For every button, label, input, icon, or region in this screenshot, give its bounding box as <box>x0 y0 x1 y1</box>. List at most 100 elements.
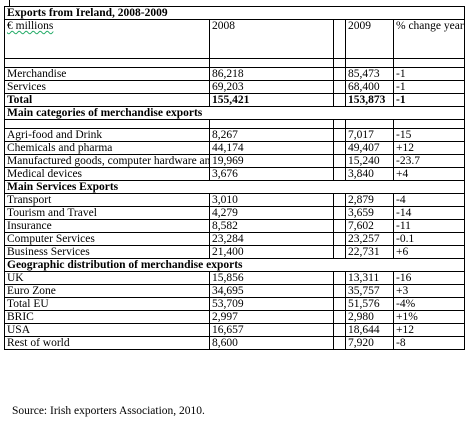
value-pct-change: -4 <box>392 193 466 207</box>
value-pct-change: -1 <box>392 80 466 94</box>
value-2009: 7,602 <box>345 219 394 233</box>
value-2008: 3,010 <box>209 193 334 207</box>
column-gap <box>333 271 346 285</box>
table-row: BRIC 2,997 2,980 +1% <box>4 310 466 324</box>
column-gap <box>333 245 346 259</box>
value-pct-change: -4% <box>392 297 466 311</box>
column-gap <box>333 128 346 142</box>
row-label: UK <box>4 271 210 285</box>
services-group: Transport 3,010 2,879 -4 Tourism and Travel 4… <box>4 193 466 259</box>
row-label: Merchandise <box>4 67 210 81</box>
value-2009: 23,257 <box>345 232 394 246</box>
row-label: Services <box>4 80 210 94</box>
value-2008: 4,279 <box>209 206 334 220</box>
value-2009: 85,473 <box>345 67 394 81</box>
table-row: Tourism and Travel 4,279 3,659 -14 <box>4 206 466 220</box>
value-2009: 68,400 <box>345 80 394 94</box>
section-merchandise: Main categories of merchandise exports <box>3 106 466 120</box>
table-row: UK 15,856 13,311 -16 <box>4 271 466 285</box>
value-2008: 34,695 <box>209 284 334 298</box>
value-2009: 2,980 <box>345 310 394 324</box>
value-2009: 18,644 <box>345 323 394 337</box>
row-label: Tourism and Travel <box>4 206 210 220</box>
value-2008: 8,600 <box>209 336 334 350</box>
text-cursor <box>9 0 10 6</box>
value-2008: 3,676 <box>209 167 334 181</box>
table-row: Total EU 53,709 51,576 -4% <box>4 297 466 311</box>
exports-table: Exports from Ireland, 2008-2009 € millio… <box>3 6 466 350</box>
column-gap <box>333 19 346 59</box>
column-gap <box>333 219 346 233</box>
value-2009: 3,840 <box>345 167 394 181</box>
row-label: Transport <box>4 193 210 207</box>
table-row: Services 69,203 68,400 -1 <box>4 80 466 94</box>
value-pct-change: +3 <box>392 284 466 298</box>
column-gap <box>333 284 346 298</box>
table-row: Computer Services 23,284 23,257 -0.1 <box>4 232 466 246</box>
table-row: Medical devices 3,676 3,840 +4 <box>4 167 466 181</box>
value-pct-change: +4 <box>392 167 466 181</box>
value-2008: 155,421 <box>209 93 334 107</box>
header-2008: 2008 <box>209 19 334 59</box>
row-label: Business Services <box>4 245 210 259</box>
value-2008: 23,284 <box>209 232 334 246</box>
row-label: Manufactured goods, computer hardware an… <box>4 154 210 168</box>
table-row: Agri-food and Drink 8,267 7,017 -15 <box>4 128 466 142</box>
column-gap <box>333 310 346 324</box>
table-row: Insurance 8,582 7,602 -11 <box>4 219 466 233</box>
value-2009: 7,017 <box>345 128 394 142</box>
value-pct-change: -8 <box>392 336 466 350</box>
value-2009: 15,240 <box>345 154 394 168</box>
section-title: Main Services Exports <box>3 180 466 194</box>
row-label: Computer Services <box>4 232 210 246</box>
spacer-row <box>4 58 466 68</box>
table-title: Exports from Ireland, 2008-2009 <box>3 6 466 20</box>
table-row: Chemicals and pharma 44,174 49,407 +12 <box>4 141 466 155</box>
row-label: Medical devices <box>4 167 210 181</box>
column-gap <box>333 336 346 350</box>
value-2008: 2,997 <box>209 310 334 324</box>
value-2009: 22,731 <box>345 245 394 259</box>
value-2008: 69,203 <box>209 80 334 94</box>
value-2008: 53,709 <box>209 297 334 311</box>
section-title: Main categories of merchandise exports <box>3 106 466 120</box>
totals-group: Merchandise 86,218 85,473 -1 Services 69,203 6… <box>4 67 466 107</box>
value-pct-change: -14 <box>392 206 466 220</box>
value-2008: 8,582 <box>209 219 334 233</box>
column-gap <box>333 193 346 207</box>
row-label: USA <box>4 323 210 337</box>
value-2008: 44,174 <box>209 141 334 155</box>
value-pct-change: +12 <box>392 323 466 337</box>
header-pct-change: % change year on year <box>392 19 466 59</box>
value-2009: 35,757 <box>345 284 394 298</box>
value-2009: 153,873 <box>345 93 394 107</box>
value-pct-change: -16 <box>392 271 466 285</box>
table-row: USA 16,657 18,644 +12 <box>4 323 466 337</box>
table-row: Merchandise 86,218 85,473 -1 <box>4 67 466 81</box>
column-gap <box>333 67 346 81</box>
value-pct-change: -1 <box>392 67 466 81</box>
geo-group: UK 15,856 13,311 -16 Euro Zone 34,695 35,757 +3… <box>4 271 466 350</box>
column-gap <box>333 232 346 246</box>
value-2009: 51,576 <box>345 297 394 311</box>
column-gap <box>333 141 346 155</box>
row-label: Rest of world <box>4 336 210 350</box>
table-row: Business Services 21,400 22,731 +6 <box>4 245 466 259</box>
row-label: Total EU <box>4 297 210 311</box>
unit-text: € millions <box>7 20 54 33</box>
table-row: Rest of world 8,600 7,920 -8 <box>4 336 466 350</box>
value-2008: 86,218 <box>209 67 334 81</box>
table-title-row: Exports from Ireland, 2008-2009 <box>3 6 466 20</box>
value-2009: 2,879 <box>345 193 394 207</box>
column-gap <box>333 154 346 168</box>
row-label: BRIC <box>4 310 210 324</box>
table-row: Total 155,421 153,873 -1 <box>4 93 466 107</box>
value-2008: 16,657 <box>209 323 334 337</box>
column-header-row: € millions 2008 2009 % change year on ye… <box>4 19 466 59</box>
column-gap <box>333 80 346 94</box>
section-geo: Geographic distribution of merchandise e… <box>3 258 466 272</box>
column-gap <box>333 323 346 337</box>
row-label: Agri-food and Drink <box>4 128 210 142</box>
row-label: Total <box>4 93 210 107</box>
value-2009: 13,311 <box>345 271 394 285</box>
